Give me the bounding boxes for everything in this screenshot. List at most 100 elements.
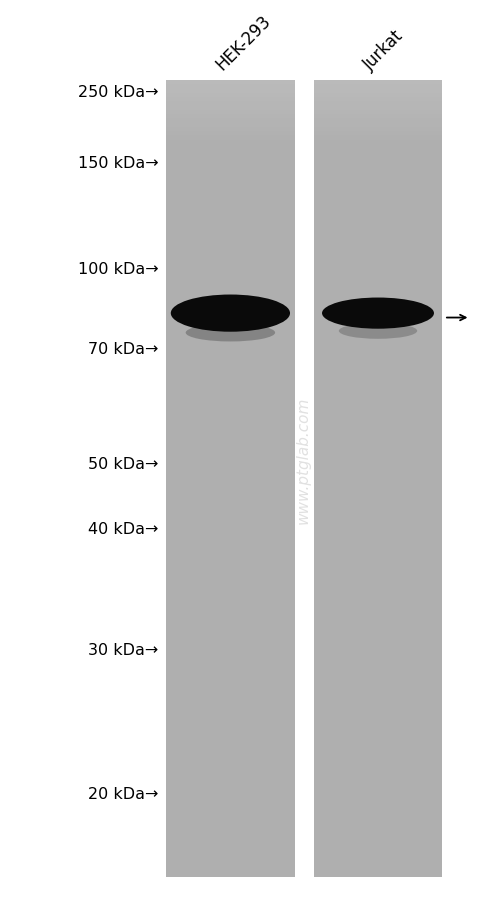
- Bar: [314, 89, 442, 94]
- Bar: [166, 271, 295, 281]
- Bar: [166, 748, 295, 758]
- Bar: [314, 330, 442, 340]
- Bar: [314, 868, 442, 878]
- Bar: [314, 708, 442, 718]
- Bar: [166, 778, 295, 787]
- Bar: [314, 519, 442, 529]
- Bar: [314, 559, 442, 569]
- Bar: [314, 128, 442, 132]
- Bar: [166, 569, 295, 579]
- Bar: [166, 115, 295, 119]
- Bar: [166, 827, 295, 837]
- Bar: [166, 429, 295, 439]
- Bar: [314, 678, 442, 688]
- Text: 30 kDa→: 30 kDa→: [88, 642, 158, 658]
- Bar: [314, 98, 442, 102]
- Bar: [166, 111, 295, 121]
- Bar: [314, 658, 442, 668]
- Bar: [166, 807, 295, 817]
- Bar: [314, 797, 442, 807]
- Bar: [166, 658, 295, 668]
- Bar: [314, 837, 442, 847]
- Bar: [314, 668, 442, 678]
- Bar: [314, 141, 442, 151]
- Bar: [314, 748, 442, 758]
- Bar: [166, 161, 295, 170]
- Bar: [166, 330, 295, 340]
- Bar: [166, 519, 295, 529]
- Bar: [166, 98, 295, 102]
- Bar: [166, 250, 295, 261]
- Ellipse shape: [186, 325, 275, 342]
- Bar: [166, 479, 295, 489]
- Bar: [166, 190, 295, 200]
- Bar: [166, 360, 295, 370]
- Bar: [314, 857, 442, 868]
- Bar: [166, 151, 295, 161]
- Bar: [314, 81, 442, 91]
- Text: 150 kDa→: 150 kDa→: [78, 156, 158, 170]
- Bar: [166, 559, 295, 569]
- Bar: [166, 121, 295, 131]
- Bar: [166, 718, 295, 728]
- Bar: [314, 91, 442, 101]
- Ellipse shape: [180, 306, 281, 318]
- Bar: [314, 429, 442, 439]
- Bar: [314, 390, 442, 400]
- Bar: [314, 639, 442, 649]
- Bar: [166, 220, 295, 230]
- Bar: [314, 290, 442, 300]
- Bar: [166, 459, 295, 469]
- Bar: [166, 639, 295, 649]
- Bar: [166, 629, 295, 639]
- Bar: [166, 449, 295, 459]
- Bar: [314, 106, 442, 111]
- Bar: [166, 81, 295, 91]
- Bar: [166, 728, 295, 738]
- Bar: [166, 128, 295, 132]
- Bar: [314, 589, 442, 599]
- Bar: [166, 111, 295, 115]
- Bar: [166, 91, 295, 101]
- Bar: [314, 469, 442, 479]
- Bar: [166, 350, 295, 360]
- Bar: [314, 768, 442, 778]
- Bar: [166, 698, 295, 708]
- Bar: [166, 132, 295, 136]
- Bar: [166, 81, 295, 86]
- Bar: [314, 190, 442, 200]
- Bar: [314, 499, 442, 509]
- Bar: [166, 439, 295, 449]
- Bar: [166, 419, 295, 429]
- Bar: [166, 668, 295, 678]
- Bar: [314, 787, 442, 797]
- Bar: [314, 115, 442, 119]
- Bar: [314, 124, 442, 128]
- Bar: [166, 89, 295, 94]
- Bar: [314, 131, 442, 141]
- Bar: [166, 400, 295, 410]
- Bar: [166, 106, 295, 111]
- Bar: [166, 131, 295, 141]
- Bar: [166, 290, 295, 300]
- Bar: [314, 132, 442, 136]
- Bar: [314, 629, 442, 639]
- Bar: [314, 529, 442, 538]
- Text: 70 kDa→: 70 kDa→: [88, 342, 158, 356]
- Bar: [166, 124, 295, 128]
- Bar: [314, 738, 442, 748]
- Bar: [314, 410, 442, 419]
- Bar: [314, 141, 442, 145]
- Bar: [314, 350, 442, 360]
- Bar: [166, 678, 295, 688]
- Bar: [314, 419, 442, 429]
- Bar: [314, 250, 442, 261]
- Bar: [314, 310, 442, 320]
- Bar: [314, 459, 442, 469]
- Bar: [314, 81, 442, 86]
- Text: 50 kDa→: 50 kDa→: [88, 456, 158, 472]
- Bar: [314, 509, 442, 519]
- Bar: [166, 837, 295, 847]
- Bar: [166, 847, 295, 857]
- Bar: [314, 599, 442, 609]
